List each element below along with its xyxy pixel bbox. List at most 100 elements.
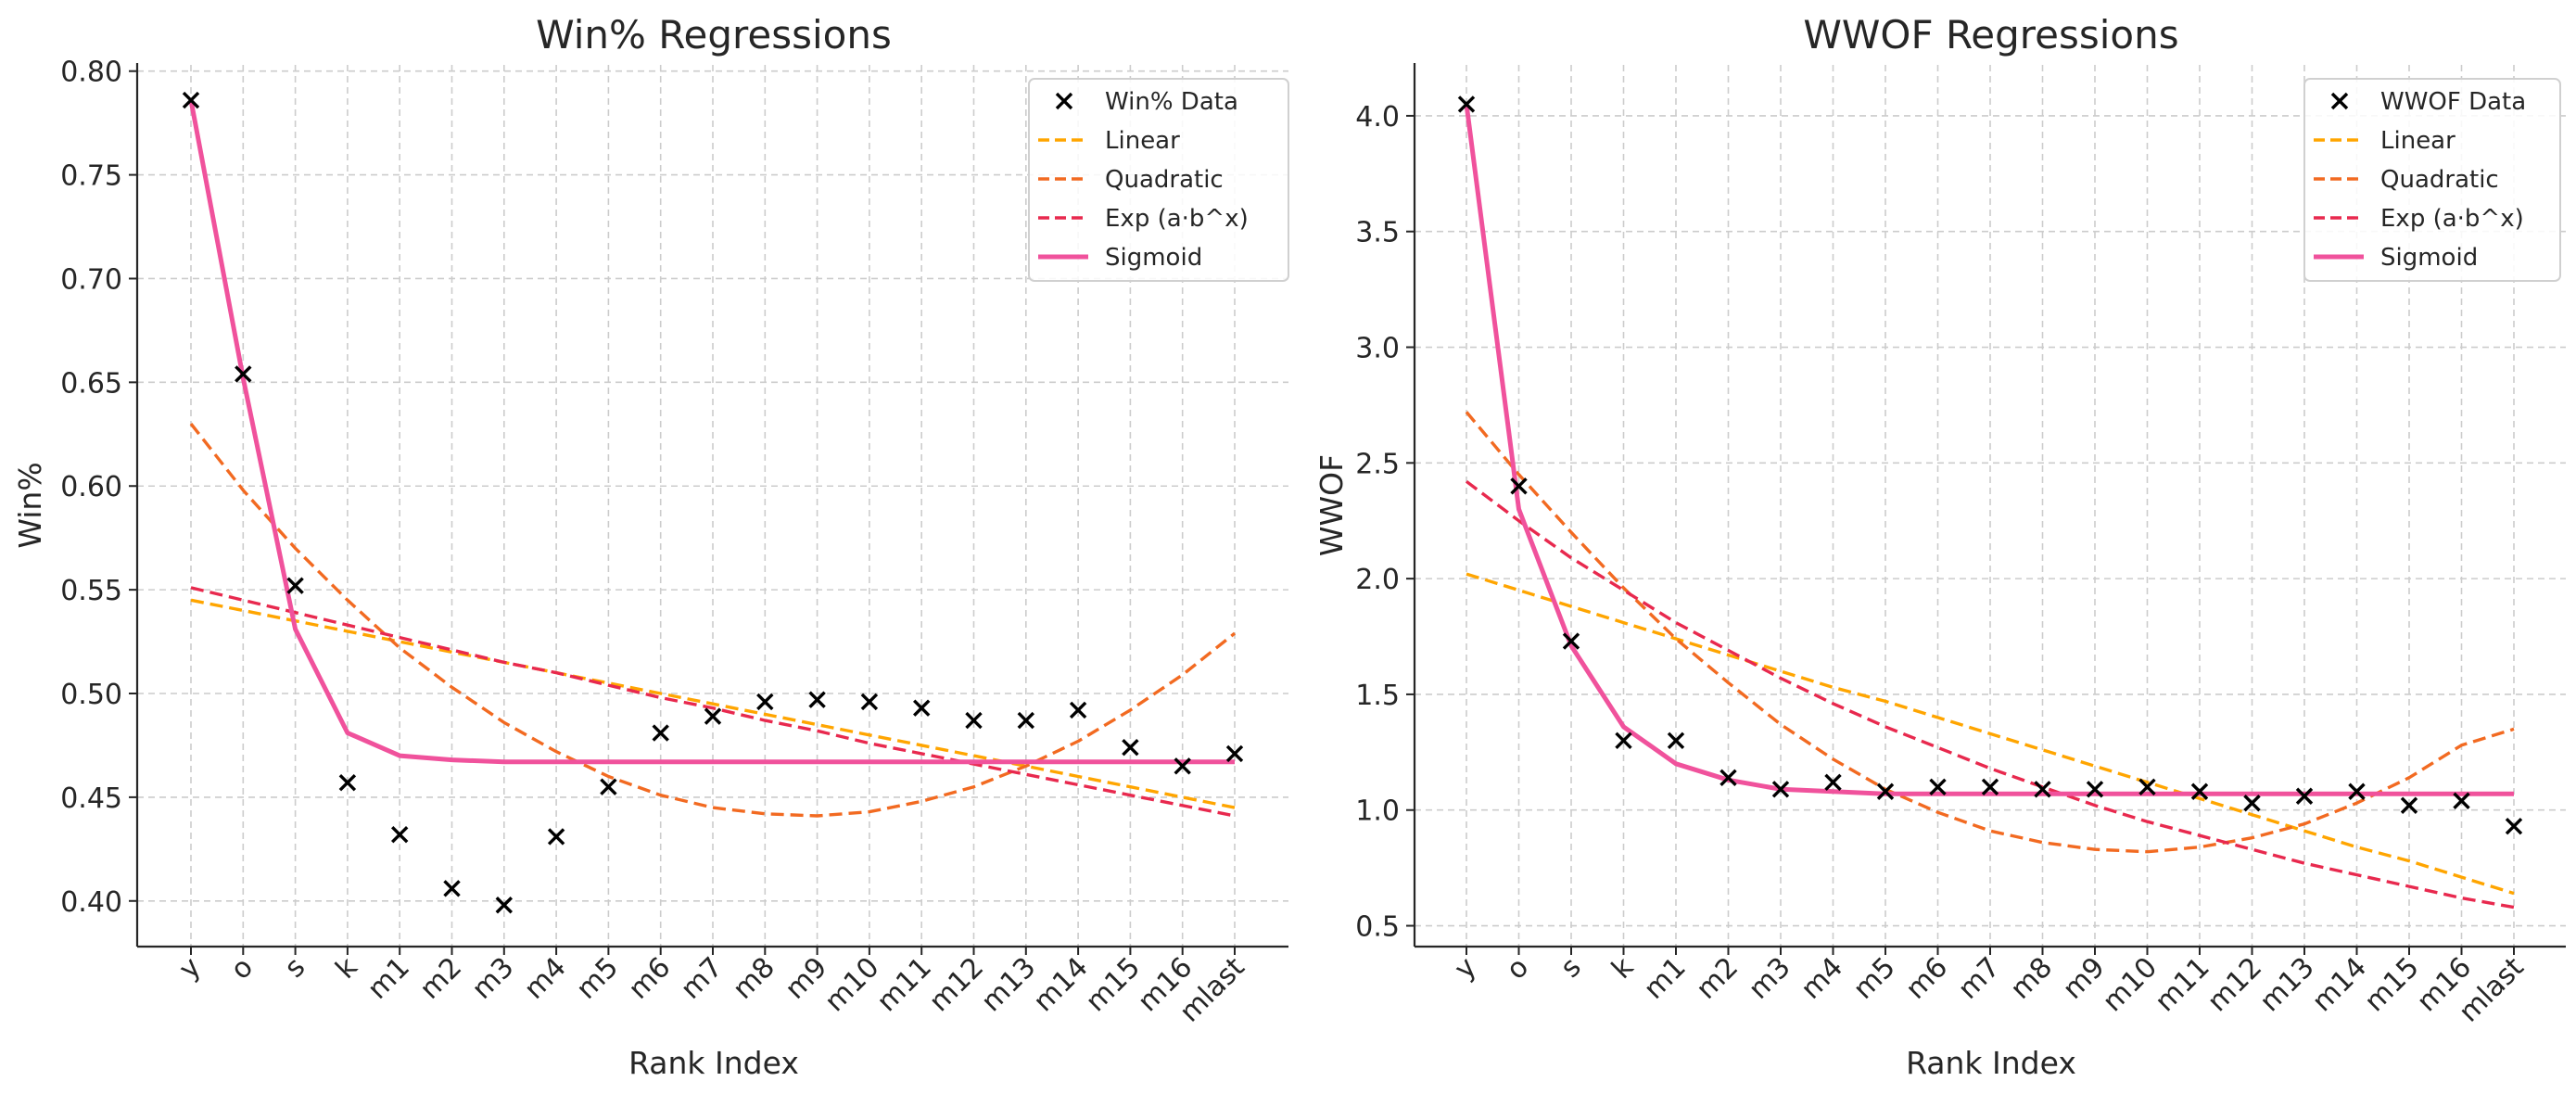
data-point [235,365,252,383]
x-tick-label: k [330,950,364,985]
series-sigmoid [1464,104,2514,796]
y-tick-label: 2.0 [1355,564,1400,596]
data-point [912,699,931,717]
series-quadratic [189,423,1237,818]
y-tick-label: 0.40 [60,886,122,919]
x-tick-label: m3 [1743,951,1797,1006]
series-wwof-data [1457,95,2523,835]
series-line [1465,411,2515,854]
series-line [190,598,1236,809]
data-point [390,825,409,844]
y-tick-label: 0.65 [60,367,122,400]
data-point [808,691,826,708]
legend-label: Quadratic [2380,166,2499,194]
series-quadratic [1465,411,2515,854]
legend-label: Sigmoid [2380,244,2478,272]
x-tick-label: m6 [1899,951,1954,1006]
wwof-chart: WWOF Regressions Rank Index WWOF 0.5 1.0 1… [1313,12,2566,1081]
x-tick-label: m7 [1952,951,2007,1006]
series-win-data [182,91,1244,914]
x-tick-label: m1 [1638,951,1693,1006]
x-tick-label: m12 [923,951,990,1018]
x-tick-label: k [1605,950,1640,985]
x-tick-label: m14 [2306,951,2373,1018]
y-tick-label: 0.60 [60,471,122,503]
y-tick-label: 4.0 [1355,101,1400,134]
x-tick-label: m5 [570,951,625,1006]
series-line [1466,572,2515,896]
series-line [190,586,1236,818]
x-tick-label: y [172,951,207,986]
y-axis-label: WWOF [1313,454,1350,556]
data-point [495,897,514,914]
data-point [2190,782,2209,800]
data-point [1069,701,1087,719]
data-point [1615,731,1632,750]
y-tick-label: 0.5 [1355,911,1400,944]
legend-label: Win% Data [1105,88,1238,116]
x-tick-label: m13 [2253,951,2320,1018]
data-point [2505,818,2523,835]
data-point [652,724,669,742]
data-point [2138,778,2156,795]
legend-box [1028,78,1289,282]
x-tick-label: m10 [818,951,885,1018]
data-point [286,577,304,594]
data-point [2034,781,2051,798]
x-tick-label: m8 [727,951,781,1006]
data-point [2348,782,2366,800]
data-point [1981,778,1999,795]
y-tick-label: 0.50 [60,679,122,711]
data-point [1510,477,1528,495]
chart-title: Win% Regressions [536,12,892,57]
legend-label: Exp (a·b^x) [2380,205,2524,233]
data-point [182,91,200,109]
data-point [1719,769,1737,786]
x-tick-label: m10 [2097,951,2164,1018]
series-sigmoid [188,99,1235,765]
data-point [600,778,617,795]
y-tick-label: 3.5 [1355,217,1400,249]
legend-item: Sigmoid [2314,244,2478,272]
x-tick-label: m13 [975,951,1042,1018]
series-plot [182,91,1244,914]
data-point [1174,757,1191,775]
x-tick-label: m4 [1795,951,1849,1006]
legend-item: Quadratic [2314,166,2499,194]
x-tick-label: m15 [1080,951,1147,1018]
data-point [1824,773,1842,791]
legend-item: Linear [2314,127,2455,155]
legend: Win% Data Linear Quadratic Exp (a·b^x) Sigmo… [1028,78,1289,282]
x-tick-label: m7 [675,951,730,1006]
y-tick-label: 3.0 [1355,333,1400,365]
y-tick-label: 1.0 [1355,795,1400,828]
series-line [1464,104,2514,796]
x-tick-label: m2 [413,951,468,1006]
x-tick-label: m5 [1847,951,1902,1006]
y-tick-label: 0.70 [60,263,122,296]
legend-item: Exp (a·b^x) [1038,205,1249,233]
data-point [2400,796,2418,814]
x-axis-label: Rank Index [628,1045,799,1081]
series-line [189,423,1237,818]
y-tick-label: 0.75 [60,160,122,193]
data-point [338,774,357,792]
legend-label: Quadratic [1105,166,1224,194]
legend-item: Quadratic [1038,166,1224,194]
x-axis-label: Rank Index [1906,1045,2076,1081]
x-tick-label: y [1448,951,1482,986]
data-point [2243,795,2261,812]
y-tick-label: 0.55 [60,575,122,607]
x-tick-label: o [1500,951,1535,986]
data-point [1667,731,1685,750]
series-linear [190,598,1236,809]
data-point [2453,792,2470,809]
y-tick-label: 2.5 [1355,448,1400,480]
legend-marker [2330,92,2349,110]
x-tick-label: m15 [2358,951,2425,1018]
data-point [2295,787,2314,805]
x-tick-label: m12 [2202,951,2268,1018]
data-point [704,707,722,725]
y-axis-label: Win% [12,462,48,548]
data-point [1562,632,1580,650]
